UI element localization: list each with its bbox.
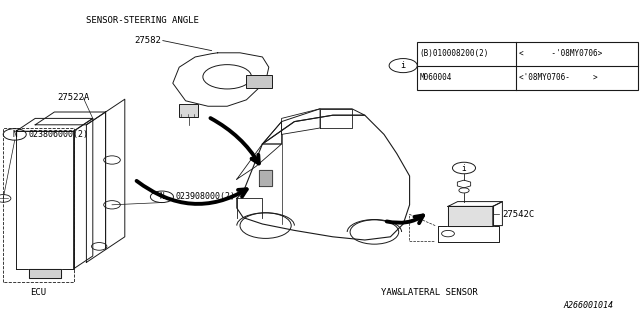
Bar xyxy=(417,42,638,90)
Polygon shape xyxy=(448,206,493,226)
Text: 023806000(2): 023806000(2) xyxy=(29,130,89,139)
FancyArrowPatch shape xyxy=(387,215,423,223)
Text: (B)010008200(2): (B)010008200(2) xyxy=(420,49,489,58)
Text: 023908000(2): 023908000(2) xyxy=(176,192,236,201)
Polygon shape xyxy=(259,170,272,186)
Text: 27522A: 27522A xyxy=(58,93,90,102)
Text: M060004: M060004 xyxy=(420,73,452,82)
Bar xyxy=(179,104,198,117)
Polygon shape xyxy=(29,269,61,278)
FancyArrowPatch shape xyxy=(136,181,246,204)
Text: i: i xyxy=(461,164,467,172)
Text: 27542C: 27542C xyxy=(502,210,534,219)
Text: <      -'08MY0706>: < -'08MY0706> xyxy=(519,49,602,58)
FancyArrowPatch shape xyxy=(211,118,259,164)
Text: A266001014: A266001014 xyxy=(563,301,613,310)
Text: N: N xyxy=(159,192,164,201)
Text: N: N xyxy=(12,130,17,139)
Text: <'08MY0706-     >: <'08MY0706- > xyxy=(519,73,598,82)
Text: YAW&LATERAL SENSOR: YAW&LATERAL SENSOR xyxy=(381,288,477,297)
Text: ECU: ECU xyxy=(30,288,47,297)
Text: i: i xyxy=(401,61,406,70)
Bar xyxy=(246,75,272,88)
Text: SENSOR-STEERING ANGLE: SENSOR-STEERING ANGLE xyxy=(86,16,199,25)
Text: 27582: 27582 xyxy=(134,36,161,44)
